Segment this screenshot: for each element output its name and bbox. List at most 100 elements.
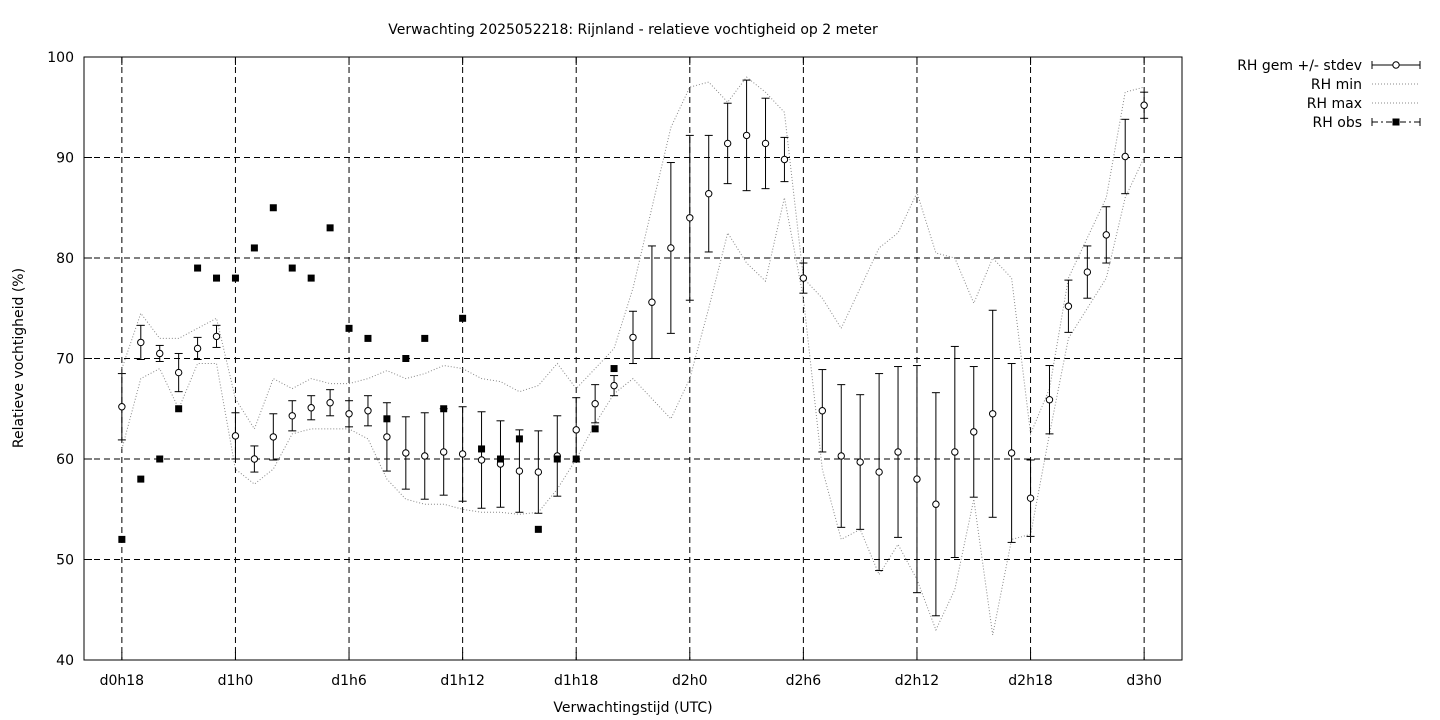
mean-point: [364, 407, 372, 415]
mean-point: [1007, 449, 1016, 457]
mean-point: [345, 410, 353, 418]
mean-errorbar: [1083, 245, 1092, 299]
series-line-rh-max: [121, 76, 1145, 436]
obs-point: [231, 274, 239, 282]
mean-errorbar: [704, 134, 713, 253]
mean-errorbar: [345, 400, 354, 428]
mean-errorbar: [477, 411, 486, 509]
legend-entry-max: RH max: [1307, 96, 1420, 112]
legend-obs-point: [1392, 118, 1400, 126]
mean-errorbar: [496, 420, 505, 508]
obs-point: [591, 425, 599, 433]
mean-errorbars: [117, 79, 1149, 617]
obs-point: [402, 355, 410, 362]
mean-point: [818, 407, 827, 415]
mean-point: [174, 368, 183, 377]
mean-point: [515, 467, 524, 475]
obs-point: [496, 455, 504, 463]
y-tick-label: 70: [56, 352, 74, 368]
mean-point: [326, 399, 334, 407]
x-tick-label: d3h0: [1126, 673, 1162, 689]
mean-errorbar: [155, 344, 164, 363]
minmax-lines: [121, 76, 1145, 635]
mean-point: [1064, 302, 1073, 310]
mean-errorbar: [931, 392, 940, 617]
x-tick-label: d2h0: [672, 673, 708, 689]
mean-errorbar: [193, 336, 202, 361]
obs-point: [364, 334, 372, 342]
mean-errorbar: [837, 384, 846, 528]
mean-point: [477, 456, 486, 464]
obs-point: [137, 475, 145, 483]
x-tick-label: d1h6: [331, 673, 367, 689]
mean-point: [648, 298, 656, 306]
mean-errorbar: [629, 310, 637, 365]
mean-errorbar: [1026, 459, 1035, 537]
mean-point: [705, 189, 713, 198]
obs-point: [118, 535, 126, 543]
legend-label: RH gem +/- stdev: [1237, 58, 1362, 74]
y-tick-label: 60: [56, 452, 74, 468]
mean-errorbar: [647, 245, 656, 359]
mean-errorbar: [799, 262, 808, 294]
mean-point: [118, 403, 126, 411]
mean-errorbar: [950, 345, 959, 558]
mean-point: [421, 452, 429, 460]
x-tick-label: d1h0: [218, 673, 254, 689]
legend-label: RH obs: [1313, 115, 1362, 131]
mean-point: [799, 274, 808, 282]
x-axis-ticks: d0h18 d1h0 d1h6 d1h12 d1h18 d2h0 d2h6 d2h12 d2h1…: [100, 57, 1162, 689]
obs-point: [534, 525, 542, 533]
obs-point: [250, 244, 258, 252]
mean-errorbar: [515, 429, 524, 513]
mean-errorbar: [988, 309, 997, 518]
mean-point: [1083, 268, 1092, 276]
obs-point: [421, 334, 429, 342]
obs-point: [156, 455, 164, 463]
mean-errorbar: [439, 408, 448, 496]
mean-errorbar: [1102, 206, 1111, 264]
mean-point: [439, 448, 448, 456]
mean-point: [837, 452, 845, 460]
mean-point: [402, 449, 410, 457]
legend-entry-mean: RH gem +/- stdev: [1237, 58, 1421, 74]
series-line-rh-min: [121, 157, 1145, 635]
observations: [118, 204, 618, 543]
mean-point: [667, 244, 675, 252]
mean-point: [856, 458, 864, 466]
x-tick-label: d2h18: [1008, 673, 1052, 689]
legend-entry-obs: RH obs: [1313, 115, 1421, 131]
chart-title: Verwachting 2025052218: Rijnland - relat…: [388, 22, 878, 38]
mean-point: [932, 500, 940, 508]
mean-errorbar: [534, 430, 543, 514]
mean-point: [383, 433, 391, 441]
mean-errorbar: [875, 373, 884, 572]
mean-point: [686, 214, 694, 222]
mean-errorbar: [288, 400, 297, 432]
mean-errorbar: [969, 366, 978, 498]
mean-errorbar: [269, 413, 278, 461]
mean-errorbar: [685, 134, 694, 301]
x-axis-label: Verwachtingstijd (UTC): [553, 700, 712, 716]
mean-errorbar: [1140, 91, 1149, 119]
mean-point: [761, 139, 770, 148]
mean-point: [629, 333, 637, 342]
mean-errorbar: [723, 102, 732, 185]
obs-point: [572, 455, 580, 463]
mean-errorbar: [666, 162, 675, 334]
mean-point: [458, 450, 467, 458]
mean-point: [780, 155, 789, 164]
mean-errorbar: [742, 79, 751, 192]
mean-point: [894, 448, 902, 456]
obs-point: [345, 324, 353, 332]
mean-errorbar: [818, 369, 827, 453]
obs-point: [553, 455, 561, 463]
y-tick-label: 100: [47, 50, 74, 66]
mean-point: [307, 404, 315, 412]
mean-errorbar: [610, 375, 619, 397]
obs-point: [478, 445, 486, 453]
mean-point: [970, 428, 978, 436]
mean-point: [1026, 494, 1035, 502]
obs-point: [515, 435, 523, 443]
